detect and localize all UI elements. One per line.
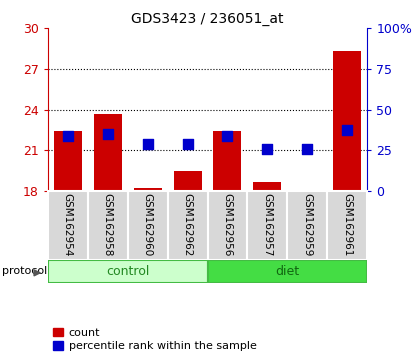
FancyBboxPatch shape — [48, 260, 208, 283]
Bar — [134, 188, 161, 191]
Point — [304, 146, 311, 152]
Text: diet: diet — [275, 265, 300, 278]
Text: GSM162954: GSM162954 — [63, 193, 73, 257]
Point — [224, 133, 231, 138]
Bar — [173, 171, 202, 191]
Bar — [94, 114, 122, 191]
FancyBboxPatch shape — [208, 260, 367, 283]
FancyBboxPatch shape — [208, 191, 247, 260]
Text: GSM162956: GSM162956 — [222, 193, 232, 257]
Point — [264, 146, 271, 152]
Text: GSM162958: GSM162958 — [103, 193, 112, 257]
Point — [144, 141, 151, 147]
Title: GDS3423 / 236051_at: GDS3423 / 236051_at — [131, 12, 284, 26]
Text: GSM162962: GSM162962 — [183, 193, 193, 257]
Point — [184, 141, 191, 147]
Text: protocol: protocol — [2, 266, 48, 275]
Point — [344, 127, 351, 133]
Text: control: control — [106, 265, 149, 278]
Bar — [213, 131, 242, 191]
Legend: count, percentile rank within the sample: count, percentile rank within the sample — [53, 328, 257, 351]
Bar — [54, 131, 82, 191]
Bar — [333, 51, 361, 191]
Bar — [254, 182, 281, 191]
FancyBboxPatch shape — [128, 191, 168, 260]
FancyBboxPatch shape — [247, 191, 287, 260]
Text: GSM162959: GSM162959 — [303, 193, 312, 257]
FancyBboxPatch shape — [168, 191, 208, 260]
FancyBboxPatch shape — [287, 191, 327, 260]
Text: GSM162960: GSM162960 — [143, 193, 153, 257]
Point — [104, 131, 111, 137]
Text: GSM162961: GSM162961 — [342, 193, 352, 257]
Point — [64, 133, 71, 138]
FancyBboxPatch shape — [48, 191, 88, 260]
FancyBboxPatch shape — [88, 191, 128, 260]
Text: GSM162957: GSM162957 — [262, 193, 272, 257]
Bar — [293, 190, 321, 191]
FancyBboxPatch shape — [327, 191, 367, 260]
